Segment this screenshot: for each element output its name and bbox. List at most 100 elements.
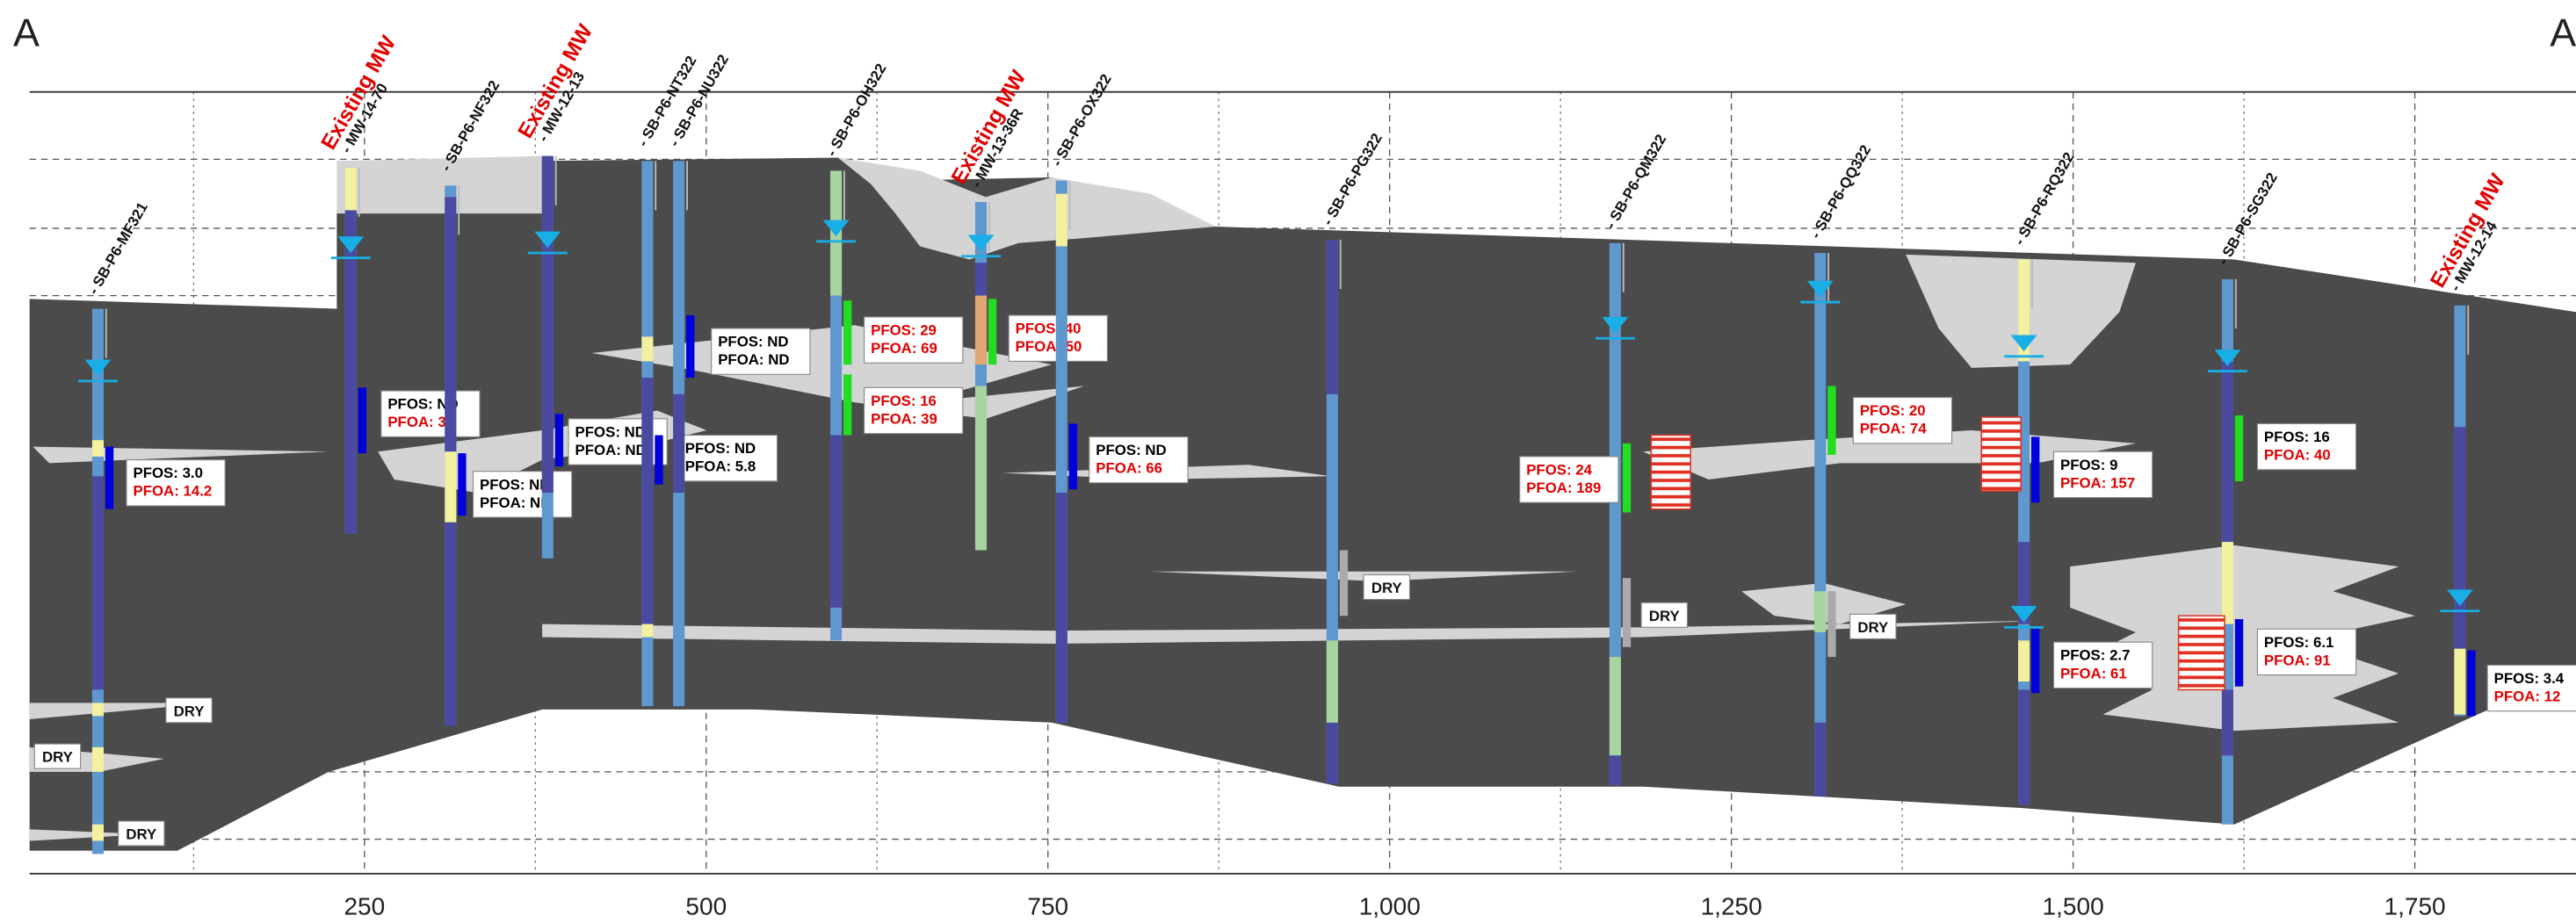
- result-text: PFOS: ND: [480, 476, 550, 493]
- result-text: PFOS: 3.4: [2494, 670, 2565, 687]
- boring-segment: [1326, 640, 1338, 723]
- result-box: [711, 328, 811, 375]
- result-text: PFOA: 74: [1860, 421, 1927, 437]
- boring-segment: [974, 263, 988, 296]
- result-box: [1089, 436, 1189, 484]
- boring-segment: [1609, 755, 1621, 785]
- boring-segment: [91, 476, 104, 690]
- boring-segment: [2221, 689, 2233, 756]
- result-text: PFOS: 6.1: [2264, 634, 2334, 651]
- boring-segment: [830, 435, 843, 608]
- boring-segment: [445, 522, 457, 726]
- dry-label: DRY: [1649, 608, 1680, 624]
- dry-box: [1363, 573, 1411, 601]
- water-level: [2010, 606, 2037, 623]
- light-fill-unit: [29, 829, 148, 841]
- boring-segment: [91, 824, 104, 841]
- screen-interval: [843, 374, 852, 436]
- result-box: [1519, 456, 1619, 503]
- screen-interval: [1339, 550, 1349, 617]
- screen-interval: [988, 299, 997, 365]
- water-level: [2010, 335, 2037, 352]
- result-box: [864, 316, 964, 364]
- x-tick-label: 750: [1027, 893, 1068, 920]
- result-box: [1852, 396, 1953, 444]
- exceedance-hatch: [2177, 615, 2225, 691]
- water-level: [1806, 280, 1834, 298]
- boring-column: [1814, 252, 1827, 797]
- screen-interval: [105, 446, 114, 509]
- x-tick-label: 1,000: [1359, 893, 1421, 920]
- x-tick-label: 250: [344, 893, 385, 920]
- boring-label: - SB-P6-RQ322: [2011, 149, 2078, 248]
- result-text: PFOS: 9: [2060, 457, 2117, 473]
- water-level: [1602, 316, 1629, 334]
- dry-label: DRY: [126, 826, 156, 843]
- boring-label: - SB-P6-MF321: [85, 199, 151, 298]
- x-tick-label: 1,250: [1701, 893, 1762, 920]
- boring-segment: [445, 451, 457, 523]
- result-box: [472, 471, 573, 518]
- result-text: PFOS: 24: [1526, 461, 1592, 478]
- screen-interval: [655, 435, 663, 485]
- boring-segment: [974, 386, 988, 551]
- boring-segment: [1055, 493, 1067, 723]
- result-text: PFOA: 69: [871, 340, 937, 357]
- light-fill-unit: [336, 155, 543, 214]
- result-box: [2256, 422, 2357, 471]
- x-tick-label: 1,500: [2043, 893, 2104, 920]
- light-fill-unit: [542, 620, 2037, 645]
- water-level: [84, 359, 112, 377]
- boring-segment: [1326, 240, 1338, 394]
- result-text: PFOA: 91: [2264, 652, 2331, 668]
- dry-label: DRY: [174, 703, 205, 719]
- boring-segment: [2018, 542, 2030, 624]
- boring-label: - SB-P6-SG322: [2215, 169, 2281, 268]
- boring-segment: [2018, 640, 2030, 682]
- result-text: PFOS: 40: [1016, 321, 1082, 337]
- dry-box: [1849, 613, 1897, 639]
- result-text: PFOA: 5.8: [685, 458, 756, 475]
- result-text: PFOA: 189: [1526, 480, 1601, 496]
- boring-label: - SB-P6-QQ322: [1807, 142, 1874, 242]
- result-text: PFOS: 16: [2264, 429, 2330, 445]
- boring-column: [1609, 242, 1621, 785]
- result-box: [380, 390, 481, 437]
- result-box: [2486, 664, 2576, 712]
- boring-segment: [1814, 722, 1827, 797]
- boring-label: - SB-P6-OX322: [1048, 71, 1114, 169]
- water-level: [822, 220, 850, 237]
- light-fill-unit: [837, 157, 1216, 260]
- boring-segment: [91, 746, 104, 772]
- result-text: PFOA: ND: [480, 494, 551, 511]
- boring-segment: [1055, 193, 1067, 247]
- boring-segment: [641, 378, 654, 624]
- boring-segment: [641, 624, 654, 638]
- result-text: PFOA: 14.2: [133, 483, 212, 500]
- screen-interval: [554, 414, 564, 467]
- exceedance-hatch: [1650, 434, 1691, 510]
- dark-fill-unit: [29, 157, 2576, 851]
- boring-label: - SB-P6-QM322: [1603, 132, 1670, 232]
- screen-interval: [1827, 386, 1836, 455]
- result-text: PFOS: ND: [685, 440, 756, 457]
- result-text: PFOS: ND: [575, 423, 646, 440]
- water-level: [534, 231, 561, 249]
- boring-segment: [344, 167, 357, 211]
- result-text: PFOA: 50: [1016, 338, 1082, 355]
- result-text: PFOA: 157: [2060, 474, 2135, 491]
- result-text: PFOA: 39: [871, 410, 937, 427]
- screen-interval: [358, 387, 367, 454]
- result-box: [864, 386, 964, 435]
- screen-interval: [2031, 629, 2040, 694]
- boring-segment: [2018, 689, 2030, 805]
- result-text: PFOA: ND: [718, 351, 789, 368]
- result-text: PFOS: 3.0: [133, 465, 203, 481]
- boring-segment: [2221, 542, 2233, 624]
- x-tick-label: 1,750: [2384, 893, 2445, 920]
- screen-interval: [2234, 618, 2244, 687]
- dry-label: DRY: [1857, 619, 1888, 636]
- screen-interval: [1622, 578, 1632, 647]
- result-text: PFOS: 2.7: [2060, 647, 2131, 664]
- screen-interval: [2467, 650, 2476, 717]
